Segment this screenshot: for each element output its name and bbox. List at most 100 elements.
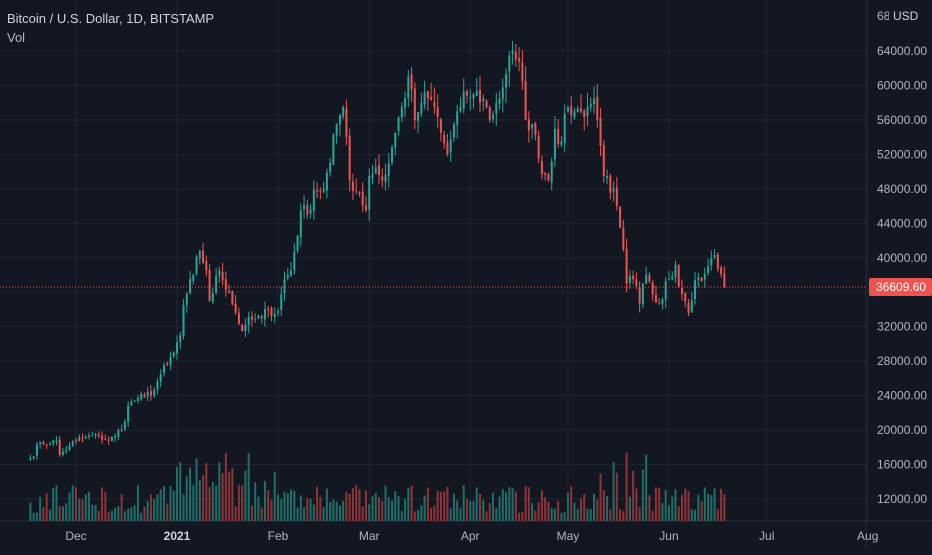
volume-bar [553,508,556,521]
candle-body [609,175,612,193]
volume-bar [407,487,410,521]
candle-body [628,275,631,283]
volume-bar [654,487,657,521]
candle-body [159,374,162,382]
candle-body [270,308,273,316]
volume-bar [114,507,117,521]
price-tick-label: 28000.00 [877,354,927,368]
candle-body [469,97,472,99]
volume-bar [439,492,442,521]
volume-bar [462,485,465,521]
candle-body [117,429,120,437]
candle-body [107,439,110,441]
volume-bar [394,491,397,521]
candle-body [514,51,517,60]
volume-bar [505,492,508,521]
volume-bar [234,506,237,521]
candle-body [358,192,361,194]
candle-body [531,124,534,129]
volume-bar [674,489,677,521]
volume-bar [101,487,104,521]
volume-bar [606,495,609,521]
candle-body [475,90,478,96]
candle-body [667,279,670,281]
candle-body [283,279,286,294]
candle-body [58,439,61,456]
volume-bar [700,501,703,521]
volume-bar [97,510,100,521]
candle-body [52,440,55,444]
price-tick-label: 60000.00 [877,78,927,92]
candle-body [654,294,657,303]
time-axis[interactable]: Dec 2021 Feb Mar Apr May Jun Jul Aug [65,529,878,543]
symbol-title[interactable]: Bitcoin / U.S. Dollar, 1D, BITSTAMP [7,11,215,26]
volume-bar [602,490,605,521]
candle-body [293,251,296,271]
candle-body [189,279,192,294]
candle-body [182,305,185,336]
candle-body [436,106,439,118]
time-tick-label: Feb [268,529,289,543]
volume-bar [511,487,514,521]
volume-bar [720,488,723,521]
volume-bar [303,507,306,521]
candle-body [583,110,586,118]
candle-body [175,342,179,354]
volume-bar [52,487,55,521]
price-tick-label: 56000.00 [877,113,927,127]
candle-body [508,55,511,72]
volume-bar [612,462,615,521]
candle-body [645,275,648,284]
candle-body [286,274,289,278]
candle-body [560,141,563,145]
volume-bar [677,506,680,521]
volume-bar [306,497,309,521]
price-axis[interactable]: 64000.00 60000.00 56000.00 52000.00 48000.00… [877,9,927,506]
candle-body [127,405,130,422]
volume-bar [175,466,179,521]
volume-bar [208,487,211,521]
volume-bar [710,495,713,521]
currency-label-group[interactable]: USD [889,7,927,25]
volume-bar [335,501,338,521]
candle-body [723,273,726,287]
candle-body [146,391,149,397]
candle-body [407,76,410,98]
candle-body [371,174,374,178]
volume-bar [267,490,270,521]
volume-bar [465,498,468,521]
volume-bar [260,507,263,521]
candle-body [459,107,462,112]
candle-body [224,279,227,291]
candle-body [123,421,126,430]
candle-body [94,433,97,436]
last-price-label: 36609.60 [876,280,926,294]
volume-bar [309,499,312,521]
volume-legend[interactable]: Vol [7,30,26,45]
volume-bar [88,491,91,521]
candle-body [101,435,104,440]
time-tick-label: 2021 [164,529,191,543]
volume-bar [179,462,182,521]
candle-body [381,176,384,181]
candle-body [423,92,426,105]
candle-body [518,58,521,62]
volume-bar [270,499,273,521]
volume-bar [501,489,504,521]
currency-label[interactable]: USD [893,9,919,23]
candle-body [267,309,270,311]
candle-body [384,174,387,183]
volume-bar [169,486,172,521]
volume-bar [527,487,530,521]
volume-bar [579,498,583,521]
volume-bar [514,491,517,521]
candle-body [172,352,175,357]
candle-body [596,96,599,120]
candle-body [355,190,358,192]
candle-body [71,441,74,446]
candle-body [192,275,195,281]
candle-body [612,188,615,192]
candle-body [573,111,576,118]
